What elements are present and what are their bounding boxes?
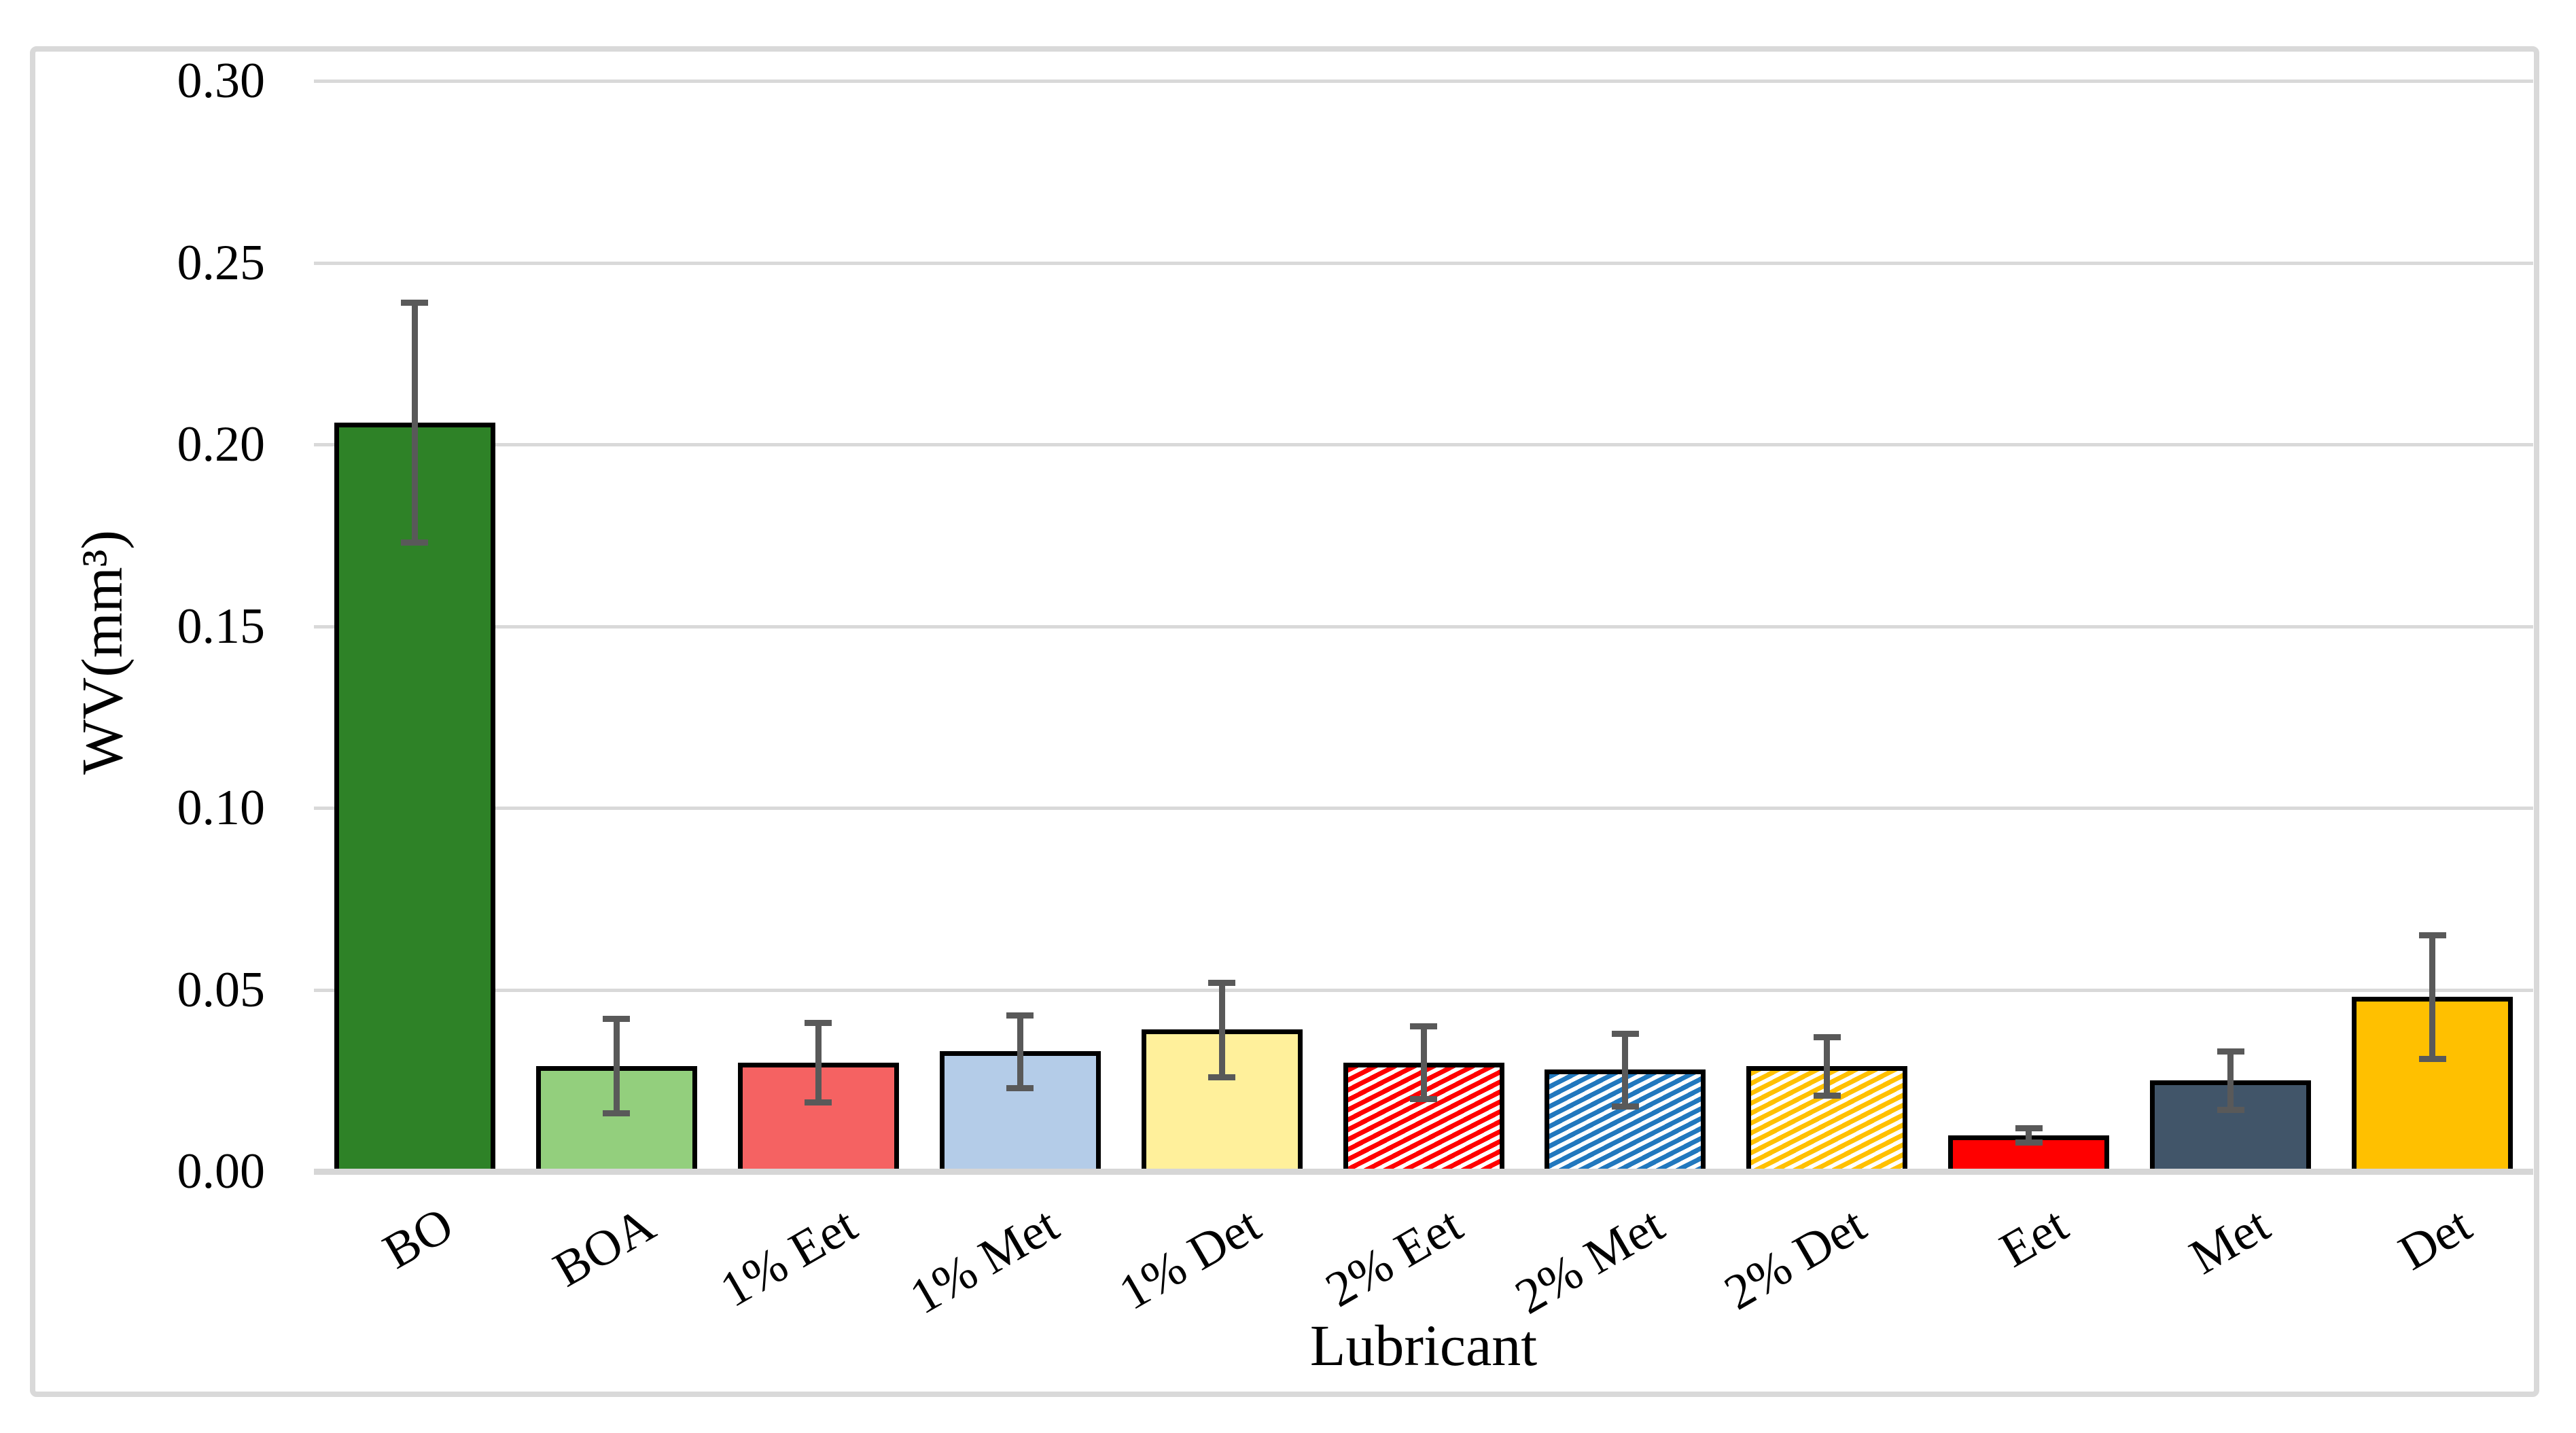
gridline bbox=[314, 624, 2533, 629]
y-tick-label: 0.15 bbox=[177, 598, 266, 654]
error-bar-top-cap bbox=[2217, 1048, 2244, 1055]
error-bar-bottom-cap bbox=[603, 1110, 631, 1117]
y-tick-label: 0.30 bbox=[177, 53, 266, 109]
x-axis-title: Lubricant bbox=[1309, 1313, 1538, 1378]
error-bar-top-cap bbox=[805, 1019, 832, 1026]
gridline bbox=[314, 988, 2533, 992]
error-bar bbox=[1218, 982, 1225, 1077]
error-bar-top-cap bbox=[2418, 932, 2446, 939]
error-bar bbox=[613, 1019, 620, 1114]
y-tick-label: 0.20 bbox=[177, 417, 266, 472]
error-bar-bottom-cap bbox=[2217, 1107, 2244, 1114]
error-bar-top-cap bbox=[1813, 1034, 1841, 1041]
error-bar-bottom-cap bbox=[2015, 1139, 2043, 1146]
y-tick-label: 0.05 bbox=[177, 961, 266, 1018]
y-tick-label: 0.25 bbox=[177, 234, 266, 291]
error-bar-bottom-cap bbox=[1813, 1092, 1841, 1099]
plot-area bbox=[314, 79, 2533, 1175]
gridline bbox=[314, 807, 2533, 810]
error-bar-bottom-cap bbox=[805, 1099, 832, 1106]
error-bar bbox=[1824, 1037, 1831, 1095]
error-bar-top-cap bbox=[1611, 1030, 1639, 1037]
error-bar bbox=[815, 1022, 822, 1103]
gridline bbox=[314, 79, 2533, 83]
error-bar bbox=[411, 302, 418, 543]
error-bar-bottom-cap bbox=[1410, 1096, 1437, 1102]
error-bar bbox=[1017, 1014, 1023, 1088]
error-bar-top-cap bbox=[2015, 1125, 2043, 1131]
gridline bbox=[314, 261, 2533, 265]
error-bar-top-cap bbox=[1410, 1023, 1437, 1029]
y-tick-label: 0.10 bbox=[177, 780, 266, 836]
error-bar-bottom-cap bbox=[401, 539, 429, 546]
error-bar bbox=[1622, 1033, 1629, 1106]
y-axis-title: WV(mm³) bbox=[69, 529, 135, 775]
error-bar-bottom-cap bbox=[1611, 1103, 1639, 1110]
error-bar bbox=[2227, 1051, 2234, 1110]
error-bar-top-cap bbox=[401, 300, 429, 306]
error-bar bbox=[2026, 1127, 2032, 1143]
error-bar-bottom-cap bbox=[2418, 1056, 2446, 1063]
error-bar bbox=[2429, 935, 2436, 1059]
error-bar-top-cap bbox=[1208, 979, 1236, 986]
error-bar-top-cap bbox=[1006, 1012, 1034, 1019]
error-bar-bottom-cap bbox=[1208, 1074, 1236, 1080]
bar bbox=[334, 422, 495, 1171]
error-bar-top-cap bbox=[603, 1016, 631, 1023]
x-axis-line bbox=[314, 1169, 2533, 1175]
error-bar-bottom-cap bbox=[1006, 1084, 1034, 1091]
gridline bbox=[314, 443, 2533, 446]
error-bar bbox=[1420, 1026, 1427, 1099]
y-tick-label: 0.00 bbox=[177, 1144, 266, 1199]
